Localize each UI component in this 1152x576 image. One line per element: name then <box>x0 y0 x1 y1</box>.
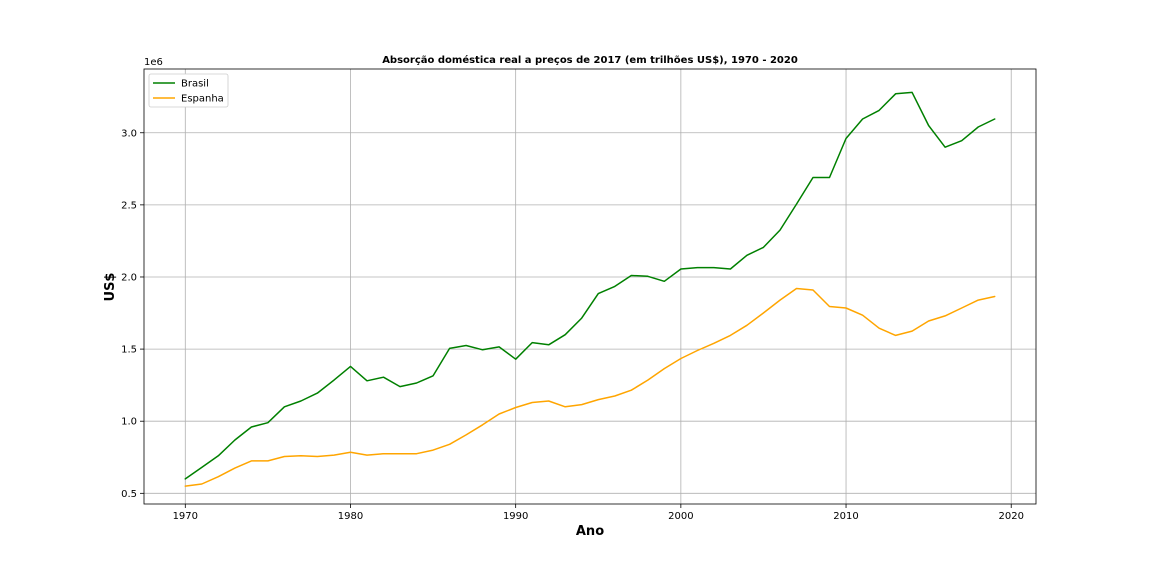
grid-lines <box>144 69 1036 504</box>
x-tick-label: 2000 <box>668 511 693 522</box>
series-layer <box>184 91 996 487</box>
chart-title: Absorção doméstica real a preços de 2017… <box>382 54 798 66</box>
series-line-espanha <box>184 287 996 487</box>
x-axis-label: Ano <box>576 524 604 539</box>
y-tick-label: 1.5 <box>121 345 137 356</box>
y-tick-label: 3.0 <box>121 128 137 139</box>
legend: Brasil Espanha <box>148 73 229 108</box>
series-line-brasil <box>184 91 996 480</box>
x-tick-label: 1980 <box>338 511 363 522</box>
x-tick-label: 1970 <box>173 511 198 522</box>
legend-label-brasil: Brasil <box>181 79 209 90</box>
y-axis: 0.5 1.0 1.5 2.0 2.5 3.0 <box>121 128 144 500</box>
y-tick-label: 2.0 <box>121 272 137 283</box>
x-tick-label: 1990 <box>503 511 528 522</box>
legend-label-espanha: Espanha <box>181 94 224 105</box>
y-tick-label: 2.5 <box>121 200 137 211</box>
x-axis: 1970 1980 1990 2000 2010 2020 <box>173 504 1024 522</box>
y-offset-label: 1e6 <box>144 57 163 68</box>
plot-area-frame <box>143 68 1037 505</box>
y-tick-label: 0.5 <box>121 489 137 500</box>
x-tick-label: 2020 <box>998 511 1023 522</box>
x-tick-label: 2010 <box>833 511 858 522</box>
y-axis-label: US$ <box>103 273 118 302</box>
y-tick-label: 1.0 <box>121 417 137 428</box>
